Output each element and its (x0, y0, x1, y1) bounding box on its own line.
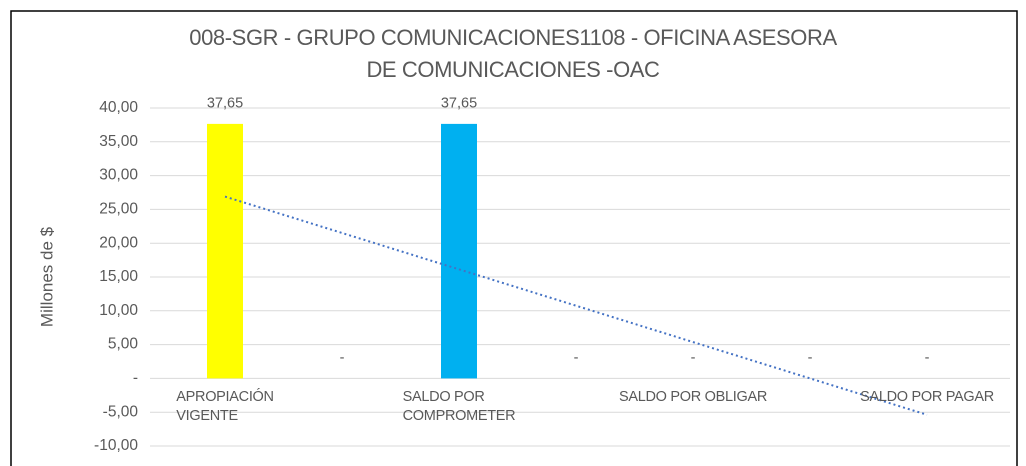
y-axis-label: Millones de $ (37, 226, 56, 327)
y-tick-label: -5,00 (103, 403, 139, 420)
y-tick-label: 10,00 (99, 302, 138, 319)
y-tick-label: 25,00 (99, 200, 138, 217)
bar (441, 123, 477, 379)
data-label: - (691, 350, 696, 366)
x-tick-label: SALDO POR OBLIGAR (619, 389, 767, 405)
data-label: 37,65 (207, 96, 243, 112)
data-label: 37,65 (441, 96, 477, 112)
y-tick-label: 30,00 (99, 167, 138, 184)
chart-border (10, 10, 1018, 466)
data-label: - (574, 350, 579, 366)
x-tick-label: SALDO POR COMPROMETER (402, 389, 516, 424)
bar (207, 123, 243, 379)
y-tick-label: 20,00 (99, 234, 138, 251)
y-tick-label: 15,00 (99, 268, 138, 285)
y-tick-label: 40,00 (99, 99, 138, 116)
data-label: - (808, 350, 813, 366)
data-label: - (925, 350, 930, 366)
trendline (224, 195, 928, 416)
chart-title: 008-SGR - GRUPO COMUNICACIONES1108 - OFI… (189, 25, 837, 82)
x-tick-label: APROPIACIÓN VIGENTE (176, 389, 274, 424)
y-tick-label: 5,00 (108, 336, 139, 353)
x-tick-label: SALDO POR PAGAR (860, 389, 994, 405)
data-label: - (340, 350, 345, 366)
y-tick-label: - (133, 369, 138, 386)
y-tick-label: -10,00 (94, 437, 138, 454)
y-tick-label: 35,00 (99, 133, 138, 150)
